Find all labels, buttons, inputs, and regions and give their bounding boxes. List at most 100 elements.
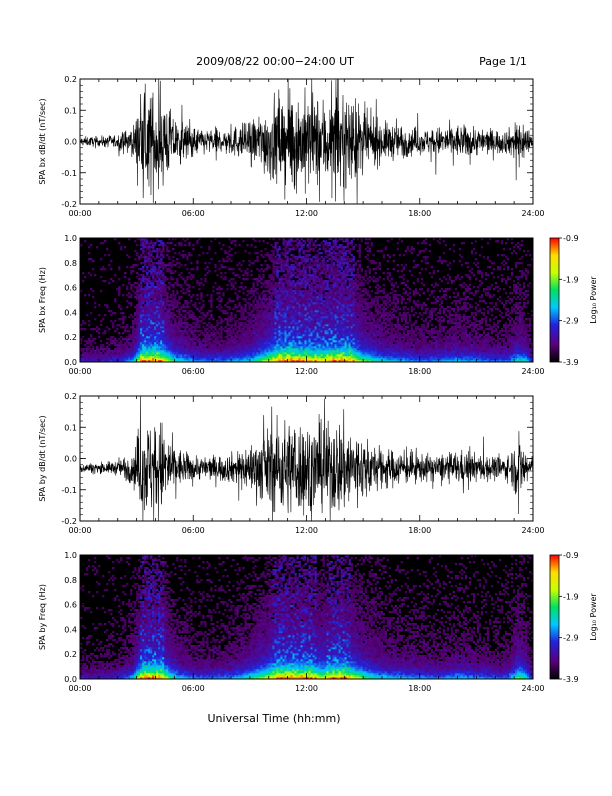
spectrogram-cell <box>341 252 343 254</box>
spectrogram-cell <box>162 330 164 332</box>
spectrogram-cell <box>288 298 290 300</box>
spectrogram-cell <box>160 300 162 302</box>
spectrogram-cell <box>230 326 232 328</box>
spectrogram-cell <box>192 332 194 334</box>
spectrogram-cell <box>260 326 262 328</box>
spectrogram-cell <box>260 352 262 354</box>
spectrogram-cell <box>224 272 226 274</box>
spectrogram-cell <box>228 340 230 342</box>
spectrogram-cell <box>152 328 154 330</box>
spectrogram-cell <box>140 332 142 334</box>
spectrogram-cell <box>142 338 144 340</box>
spectrogram-cell <box>315 318 317 320</box>
spectrogram-cell <box>156 304 158 306</box>
spectrogram-cell <box>307 310 309 312</box>
spectrogram-cell <box>325 318 327 320</box>
spectrogram-cell <box>298 276 300 278</box>
spectrogram-cell <box>154 324 156 326</box>
spectrogram-cell <box>178 310 180 312</box>
spectrogram-cell <box>270 320 272 322</box>
spectrogram-cell <box>194 326 196 328</box>
spectrogram-cell <box>162 304 164 306</box>
spectrogram-cell <box>160 254 162 256</box>
spectrogram-cell <box>180 272 182 274</box>
spectrogram-cell <box>208 262 210 264</box>
spectrogram-cell <box>144 354 146 356</box>
spectrogram-cell <box>246 344 248 346</box>
spectrogram-cell <box>142 298 144 300</box>
spectrogram-cell <box>327 310 329 312</box>
spectrogram-cell <box>158 354 160 356</box>
spectrogram-cell <box>172 304 174 306</box>
spectrogram-cell <box>276 304 278 306</box>
spectrogram-cell <box>178 348 180 350</box>
spectrogram-cell <box>323 332 325 334</box>
spectrogram-cell <box>188 242 190 244</box>
spectrogram-cell <box>164 346 166 348</box>
spectrogram-cell <box>172 256 174 258</box>
spectrogram-cell <box>186 338 188 340</box>
spectrogram-cell <box>341 294 343 296</box>
spectrogram-cell <box>166 294 168 296</box>
spectrogram-cell <box>315 272 317 274</box>
spectrogram-cell <box>148 250 150 252</box>
spectrogram-cell <box>302 348 304 350</box>
spectrogram-cell <box>126 348 128 350</box>
spectrogram-cell <box>104 304 106 306</box>
spectrogram-cell <box>313 276 315 278</box>
spectrogram-cell <box>276 298 278 300</box>
spectrogram-cell <box>84 340 86 342</box>
spectrogram-cell <box>272 312 274 314</box>
spectrogram-cell <box>190 352 192 354</box>
spectrogram-cell <box>144 296 146 298</box>
spectrogram-cell <box>136 288 138 290</box>
spectrogram-cell <box>290 340 292 342</box>
spectrogram-cell <box>270 330 272 332</box>
spectrogram-cell <box>162 300 164 302</box>
spectrogram-cell <box>311 298 313 300</box>
spectrogram-cell <box>142 308 144 310</box>
spectrogram-cell <box>325 328 327 330</box>
spectrogram-cell <box>327 336 329 338</box>
spectrogram-cell <box>138 342 140 344</box>
spectrogram-cell <box>122 348 124 350</box>
spectrogram-cell <box>311 266 313 268</box>
spectrogram-cell <box>150 324 152 326</box>
spectrogram-cell <box>264 306 266 308</box>
spectrogram-cell <box>309 268 311 270</box>
spectrogram-cell <box>278 300 280 302</box>
spectrogram-cell <box>138 358 140 360</box>
spectrogram-cell <box>168 356 170 358</box>
spectrogram-cell <box>166 336 168 338</box>
spectrogram-cell <box>232 338 234 340</box>
spectrogram-cell <box>335 342 337 344</box>
spectrogram-cell <box>246 342 248 344</box>
spectrogram-cell <box>92 354 94 356</box>
spectrogram-cell <box>264 346 266 348</box>
spectrogram-cell <box>333 326 335 328</box>
spectrogram-cell <box>130 334 132 336</box>
spectrogram-cell <box>276 332 278 334</box>
spectrogram-cell <box>296 296 298 298</box>
spectrogram-cell <box>290 330 292 332</box>
spectrogram-cell <box>280 350 282 352</box>
spectrogram-cell <box>323 340 325 342</box>
spectrogram-cell <box>138 324 140 326</box>
spectrogram-cell <box>100 276 102 278</box>
spectrogram-cell <box>313 354 315 356</box>
spectrogram-cell <box>132 266 134 268</box>
spectrogram-cell <box>274 320 276 322</box>
spectrogram-cell <box>164 308 166 310</box>
spectrogram-cell <box>317 288 319 290</box>
spectrogram-cell <box>224 356 226 358</box>
spectrogram-cell <box>337 330 339 332</box>
spectrogram-cell <box>286 344 288 346</box>
spectrogram-cell <box>208 344 210 346</box>
spectrogram-cell <box>329 332 331 334</box>
spectrogram-cell <box>138 350 140 352</box>
spectrogram-cell <box>315 304 317 306</box>
spectrogram-cell <box>180 354 182 356</box>
spectrogram-cell <box>150 292 152 294</box>
spectrogram-cell <box>298 270 300 272</box>
spectrogram-cell <box>284 276 286 278</box>
